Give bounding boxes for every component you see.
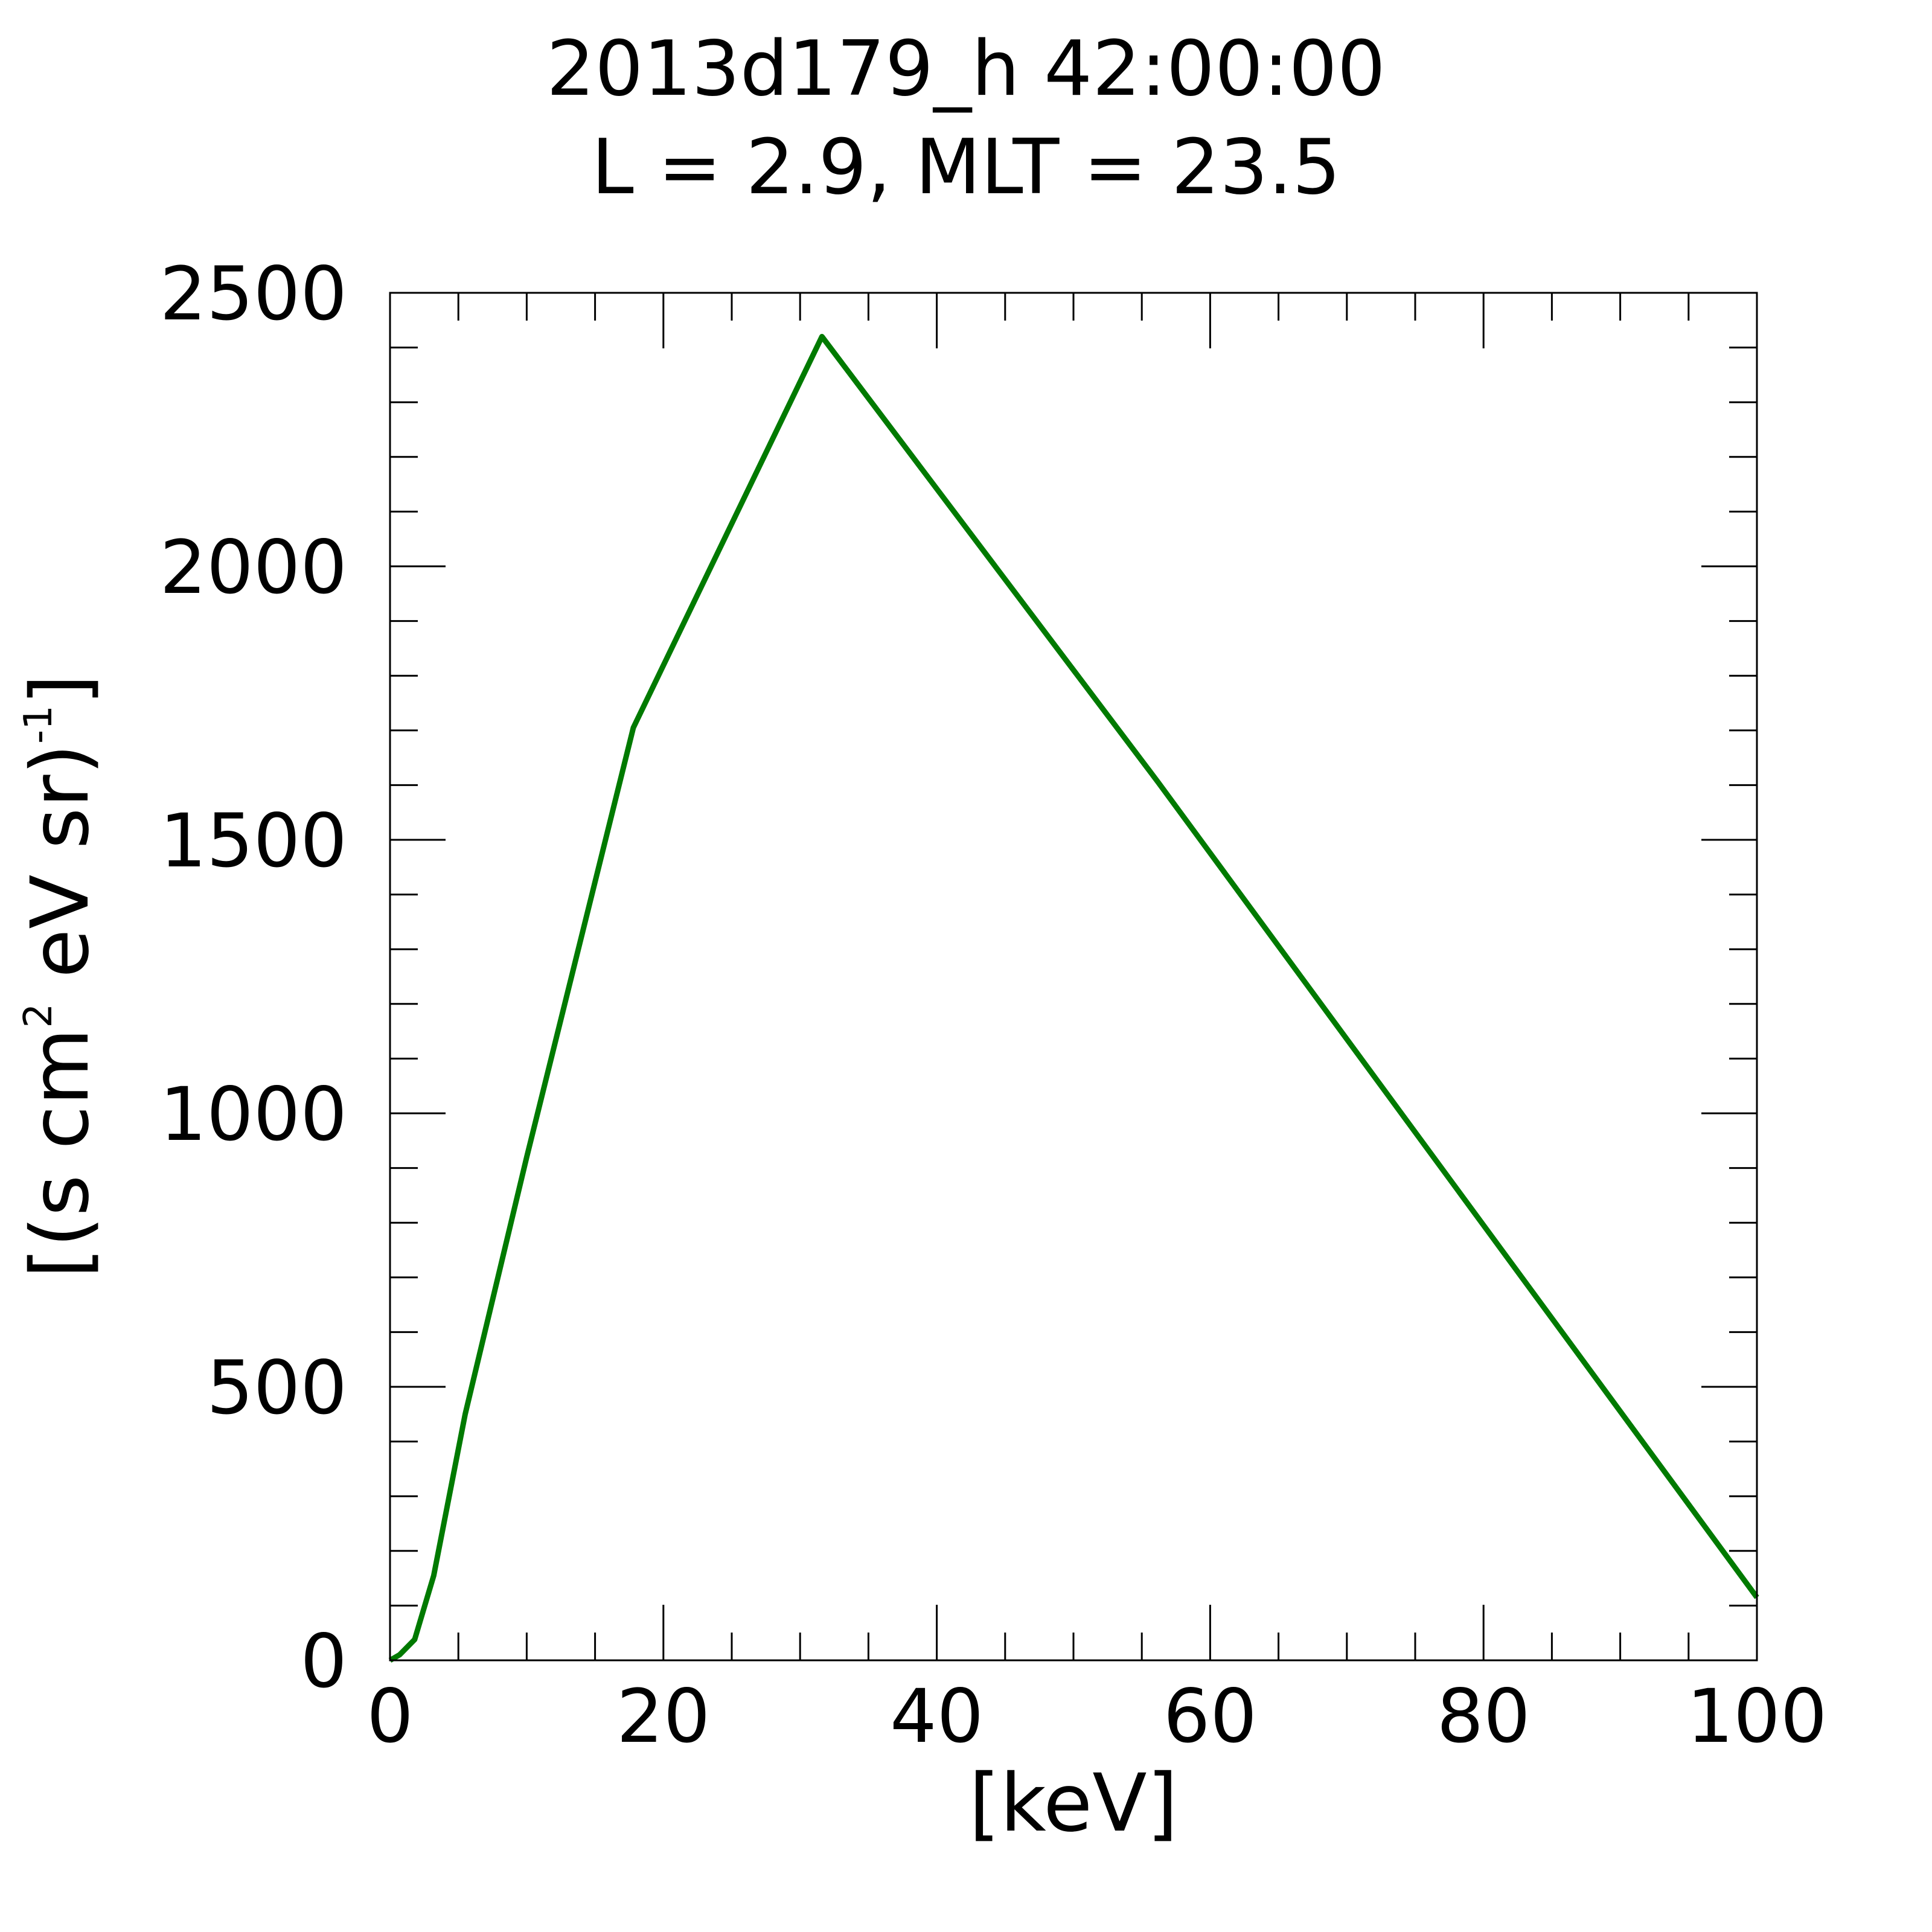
chart-title: 2013d179_h 42:00:00 <box>546 24 1386 113</box>
y-axis-label-superscript-2: 2 <box>16 1003 61 1028</box>
x-axis-label: [keV] <box>969 1757 1178 1850</box>
y-axis-label-end: ] <box>14 674 107 706</box>
y-axis-label-middle: eV sr) <box>14 744 107 1003</box>
y-tick-label: 500 <box>206 1345 347 1431</box>
y-tick-label: 2000 <box>160 525 347 610</box>
chart-subtitle: L = 2.9, MLT = 23.5 <box>591 123 1340 211</box>
y-axis-label-main: [(s cm <box>14 1028 107 1279</box>
y-tick-label: 2500 <box>160 251 347 337</box>
series-line-0 <box>388 334 1759 1663</box>
y-tick-label: 1000 <box>160 1072 347 1157</box>
y-axis-label: [(s cm2 eV sr)-1] <box>14 674 107 1279</box>
y-axis-label-superscript-minus-1: -1 <box>16 705 61 744</box>
axis-ticks <box>389 292 1758 1662</box>
x-tick-label: 80 <box>1437 1674 1531 1759</box>
x-tick-label: 40 <box>890 1674 984 1759</box>
y-tick-label: 1500 <box>160 798 347 884</box>
x-tick-label: 0 <box>366 1674 414 1759</box>
plot-frame <box>389 292 1758 1662</box>
y-tick-label: 0 <box>300 1619 347 1704</box>
x-tick-label: 60 <box>1163 1674 1257 1759</box>
x-tick-label: 100 <box>1687 1674 1828 1759</box>
x-tick-label: 20 <box>616 1674 710 1759</box>
